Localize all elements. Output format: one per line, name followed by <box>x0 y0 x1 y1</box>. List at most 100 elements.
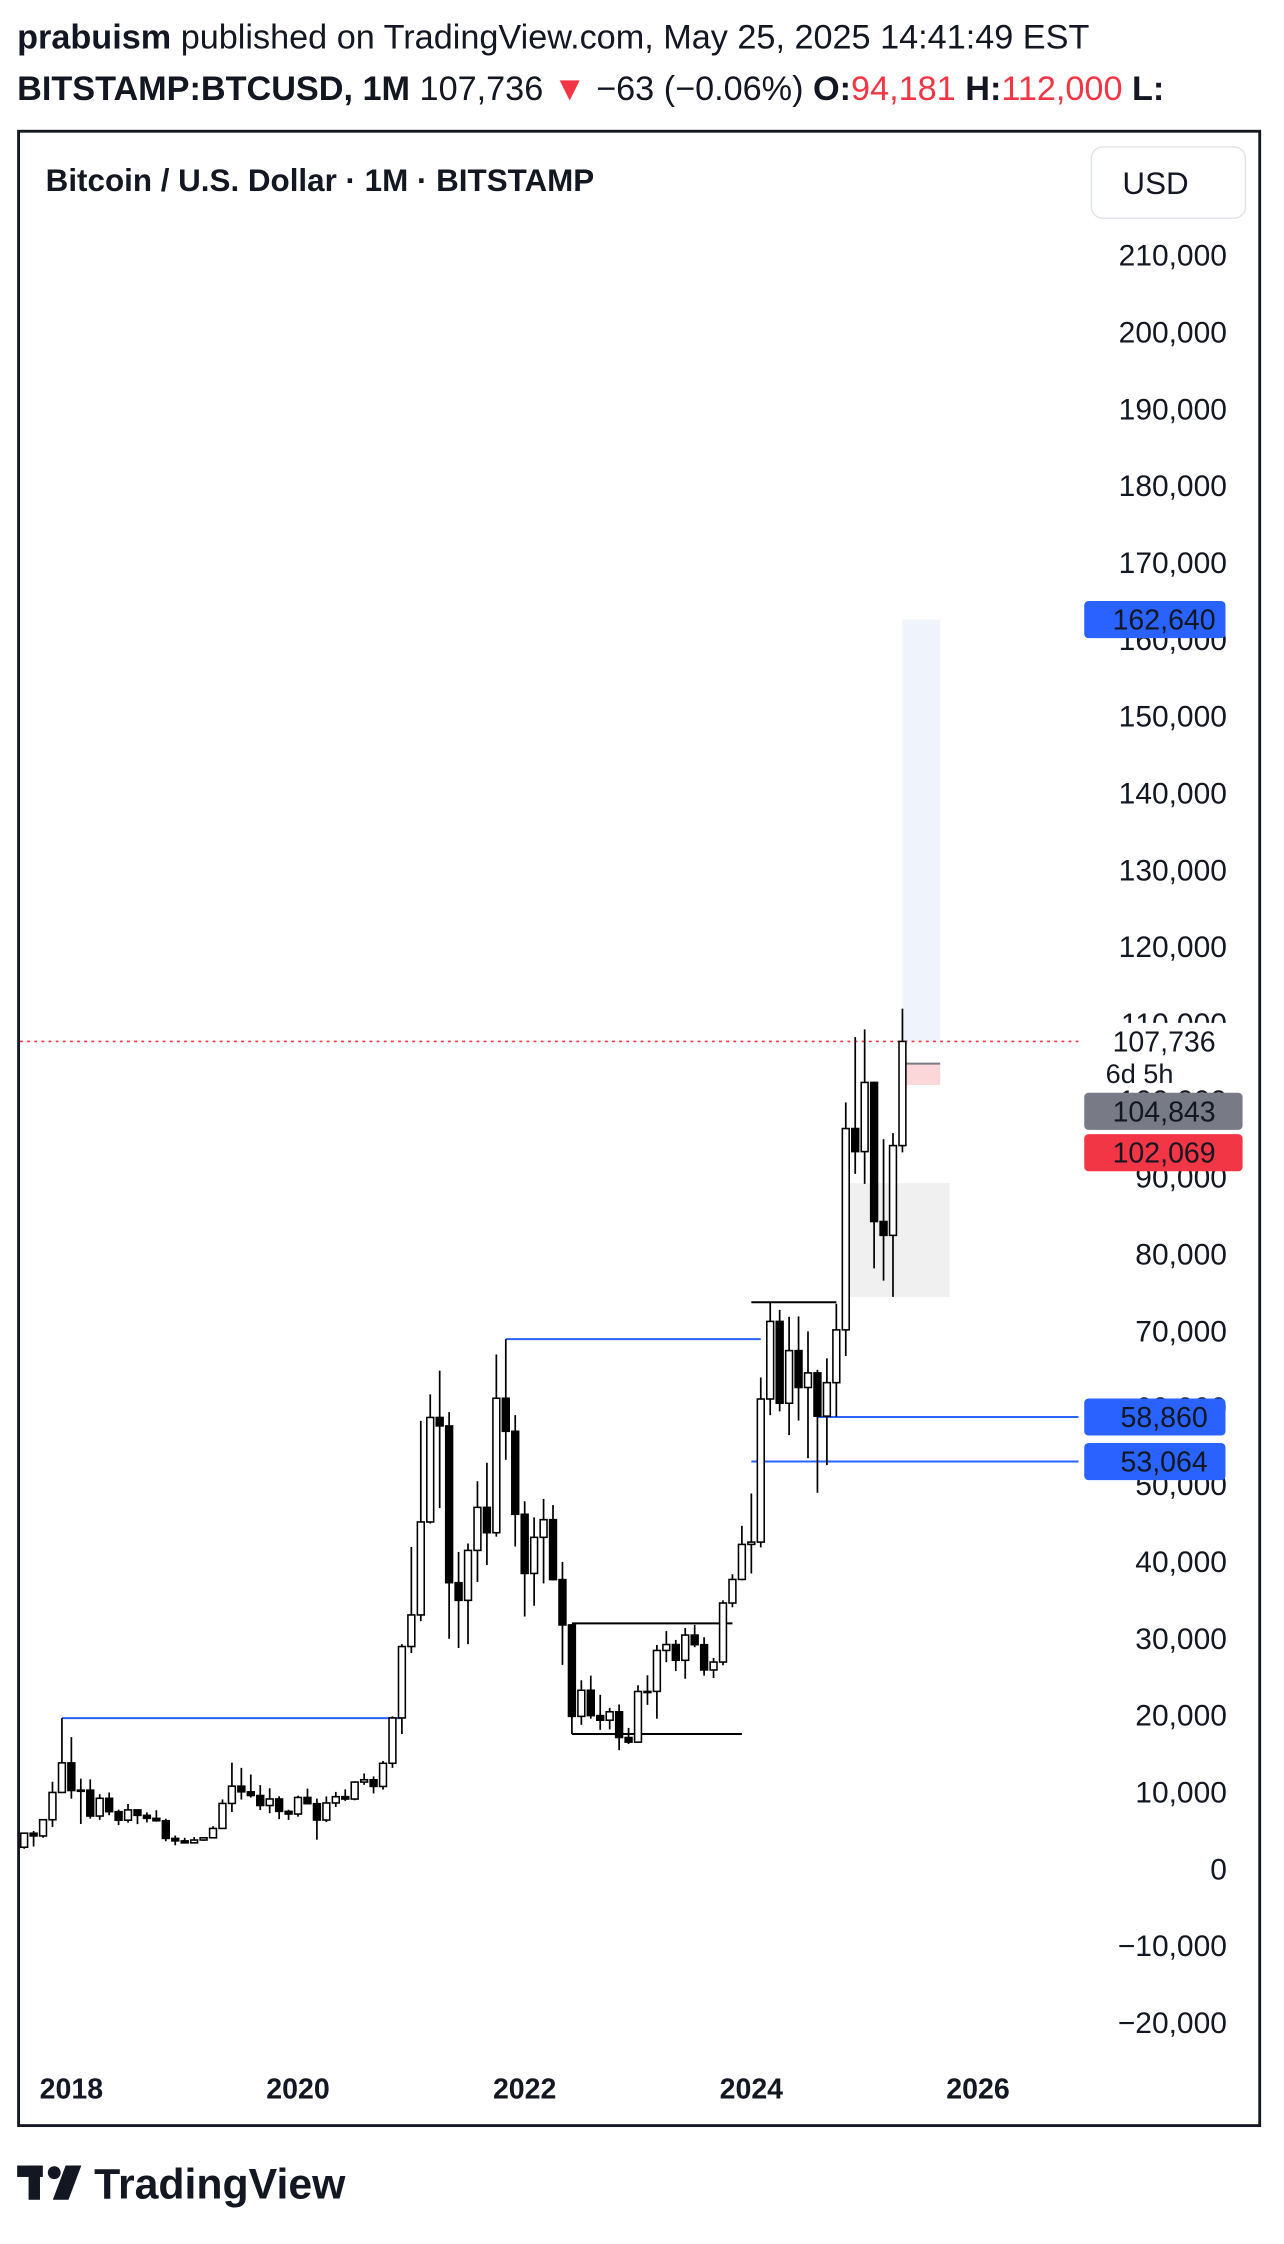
candle-body <box>463 1549 473 1602</box>
candle-body <box>350 1781 359 1800</box>
zone-box <box>845 1183 950 1297</box>
candle-body <box>869 1081 879 1223</box>
candle-body <box>709 1661 718 1671</box>
y-tick-label: 150,000 <box>1119 701 1227 734</box>
candle-body <box>180 1840 189 1844</box>
open-label: O: <box>813 70 851 108</box>
candle-body <box>293 1796 303 1815</box>
currency-button[interactable] <box>1090 146 1247 219</box>
y-tick-label: −10,000 <box>1118 1930 1227 1963</box>
low-label: L: <box>1132 70 1164 108</box>
open: 94,181 <box>851 70 956 108</box>
candle-body <box>378 1762 388 1788</box>
x-tick-label: 2026 <box>946 2073 1009 2105</box>
candle-body <box>114 1810 123 1821</box>
candle-body <box>775 1320 784 1405</box>
candle-body <box>38 1818 48 1837</box>
candle-body <box>416 1521 426 1616</box>
candle-body <box>426 1416 435 1523</box>
y-tick-label: 30,000 <box>1135 1623 1227 1656</box>
candle-body <box>199 1837 208 1841</box>
y-tick-label: 140,000 <box>1119 777 1227 810</box>
candle-body <box>718 1602 728 1663</box>
last: 107,736 <box>420 70 544 108</box>
y-tick-label: 20,000 <box>1135 1700 1227 1733</box>
candle-body <box>161 1819 171 1840</box>
candle-body <box>482 1506 492 1534</box>
candle-body <box>312 1802 322 1821</box>
candle-body <box>784 1349 794 1405</box>
candle-body <box>567 1624 577 1718</box>
candle-body <box>813 1372 822 1417</box>
logo-icon <box>28 2165 40 2200</box>
candle-body <box>284 1810 293 1815</box>
zone-box <box>902 1063 941 1085</box>
x-tick-label: 2020 <box>266 2073 329 2105</box>
candle-body <box>359 1778 369 1783</box>
price-badge-label: 104,843 <box>1113 1096 1216 1128</box>
candle-body <box>794 1349 803 1389</box>
candle-body <box>256 1794 265 1807</box>
y-tick-label: 0 <box>1210 1853 1227 1886</box>
candle-body <box>586 1689 595 1717</box>
candle-body <box>671 1643 680 1662</box>
candle-body <box>841 1127 850 1331</box>
candle-body <box>208 1827 218 1839</box>
candle-body <box>529 1536 539 1575</box>
candle-body <box>681 1634 690 1662</box>
candle-body <box>699 1643 709 1671</box>
y-tick-label: −20,000 <box>1118 2007 1227 2040</box>
currency[interactable]: USD <box>1122 166 1188 201</box>
candle-body <box>133 1809 142 1817</box>
candle-body <box>888 1144 898 1237</box>
brand: TradingView <box>94 2160 346 2208</box>
candle-body <box>756 1398 765 1543</box>
y-tick-label: 40,000 <box>1135 1546 1227 1579</box>
candle-body <box>747 1541 756 1546</box>
candle-body <box>577 1689 586 1718</box>
candle-body <box>662 1643 671 1652</box>
y-tick-label: 70,000 <box>1135 1315 1227 1348</box>
candle-body <box>237 1785 246 1793</box>
candle-body <box>435 1416 444 1427</box>
candle-body <box>690 1634 699 1646</box>
candle-body <box>189 1839 199 1844</box>
y-tick-label: 130,000 <box>1119 854 1227 887</box>
candle-body <box>388 1717 397 1765</box>
candle-body <box>473 1506 482 1552</box>
candle-body <box>898 1040 907 1147</box>
candle-body <box>265 1798 274 1807</box>
candle-body <box>152 1817 161 1822</box>
candle-body <box>728 1578 737 1604</box>
countdown: 6d 5h <box>1106 1058 1174 1089</box>
zone-box <box>902 619 941 1042</box>
candle-body <box>67 1762 76 1792</box>
candle-body <box>48 1791 57 1821</box>
x-tick-label: 2022 <box>493 2073 556 2105</box>
candle-body <box>246 1791 256 1797</box>
logo-icon <box>52 2165 82 2200</box>
y-tick-label: 200,000 <box>1119 316 1227 349</box>
x-tick-label: 2024 <box>720 2073 784 2105</box>
candle-body <box>322 1802 331 1821</box>
candle-body <box>633 1690 643 1743</box>
price-badge-label: 58,860 <box>1121 1402 1208 1434</box>
logo: TradingView <box>17 2160 346 2208</box>
candle-body <box>520 1513 529 1575</box>
candle-body <box>142 1814 152 1820</box>
candle-body <box>29 1832 38 1837</box>
candle-body <box>227 1785 237 1805</box>
candle-body <box>803 1372 813 1389</box>
price-badge-label: 53,064 <box>1121 1447 1208 1479</box>
candle-body <box>501 1397 510 1433</box>
candle-body <box>737 1543 747 1581</box>
price-badge <box>1084 1442 1226 1481</box>
chart-frame <box>17 129 1262 2128</box>
candle-body <box>123 1809 133 1821</box>
logo-icon <box>47 2166 61 2180</box>
price-badge <box>1084 1398 1226 1436</box>
candle-body <box>492 1397 501 1534</box>
symbol: BITSTAMP:BTCUSD, 1M <box>17 70 410 108</box>
candle-body <box>341 1795 350 1800</box>
